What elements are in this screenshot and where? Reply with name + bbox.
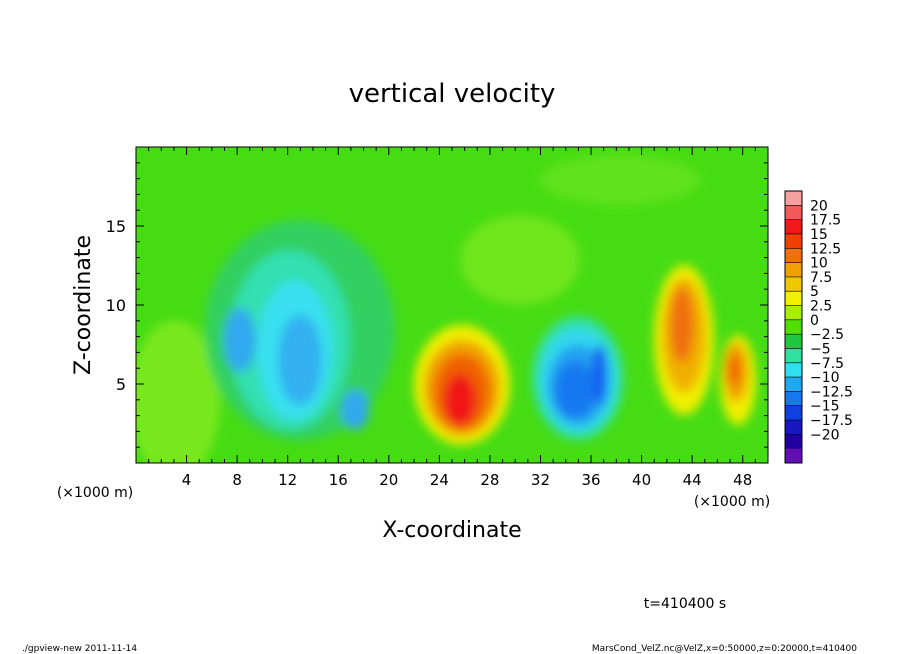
colorbar-label: −15 bbox=[810, 399, 840, 415]
colorbar-label: −12.5 bbox=[810, 384, 853, 400]
colorbar-label: 5 bbox=[810, 284, 819, 300]
x-axis-label: X-coordinate bbox=[382, 518, 521, 543]
x-tick-label: 20 bbox=[379, 471, 398, 489]
field-patch bbox=[592, 345, 608, 405]
colorbar-label: 20 bbox=[810, 198, 828, 214]
x-tick-label: 48 bbox=[733, 471, 752, 489]
x-tick-label: 12 bbox=[278, 471, 297, 489]
colorbar-label: 17.5 bbox=[810, 213, 841, 229]
colorbar-label: 15 bbox=[810, 227, 828, 243]
field-patch bbox=[555, 362, 595, 418]
field-patch bbox=[278, 315, 322, 405]
x-tick-label: 32 bbox=[531, 471, 550, 489]
x-tick-label: 16 bbox=[329, 471, 348, 489]
x-tick-label: 8 bbox=[232, 471, 242, 489]
colorbar-swatch bbox=[785, 348, 802, 364]
field-patch bbox=[540, 155, 700, 205]
x-unit-label-left: (×1000 m) bbox=[57, 485, 133, 501]
colorbar-label: −7.5 bbox=[810, 356, 844, 372]
field-patch bbox=[444, 374, 476, 426]
field-patch bbox=[460, 215, 580, 305]
x-tick-label: 24 bbox=[430, 471, 449, 489]
x-tick-label: 28 bbox=[480, 471, 499, 489]
colorbar-swatch bbox=[785, 391, 802, 407]
x-axis: 4 8 12 16 20 24 28 32 36 40 44 48 bbox=[135, 147, 769, 489]
colorbar-label: 0 bbox=[810, 313, 819, 329]
colorbar-swatch bbox=[785, 405, 802, 421]
field-patch bbox=[728, 354, 740, 386]
colorbar-label: 12.5 bbox=[810, 241, 841, 257]
x-unit-label-right: (×1000 m) bbox=[694, 494, 770, 510]
colorbar-swatch bbox=[785, 377, 802, 392]
y-tick-label: 10 bbox=[106, 296, 126, 315]
colorbar-label: −20 bbox=[810, 427, 840, 443]
colorbar-label: −2.5 bbox=[810, 327, 844, 343]
field-patch bbox=[224, 308, 256, 372]
colorbar-label: 7.5 bbox=[810, 270, 832, 286]
time-label: t=410400 s bbox=[644, 596, 726, 612]
footer-right: MarsCond_VelZ.nc@VelZ,x=0:50000,z=0:2000… bbox=[592, 644, 857, 654]
colorbar-label: −10 bbox=[810, 370, 840, 386]
field-patch bbox=[136, 320, 220, 463]
y-tick-label: 5 bbox=[116, 375, 126, 394]
colorbar-swatch bbox=[785, 262, 802, 278]
colorbar-swatch bbox=[785, 205, 802, 221]
colorbar-swatch bbox=[785, 334, 802, 349]
footer-left: ./gpview-new 2011-11-14 bbox=[22, 644, 137, 654]
y-tick-label: 15 bbox=[106, 217, 126, 236]
y-axis-label: Z-coordinate bbox=[71, 235, 96, 375]
colorbar-label: −5 bbox=[810, 341, 831, 357]
colorbar-label: −17.5 bbox=[810, 413, 853, 429]
colorbar-swatch bbox=[785, 448, 802, 464]
x-tick-label: 36 bbox=[581, 471, 600, 489]
y-axis: 5 10 15 bbox=[106, 146, 768, 464]
velocity-field bbox=[136, 155, 756, 463]
colorbar-swatch bbox=[785, 233, 802, 249]
colorbar-swatch bbox=[785, 291, 802, 307]
colorbar-swatch bbox=[785, 305, 802, 321]
chart-title: vertical velocity bbox=[349, 79, 556, 109]
x-tick-label: 4 bbox=[182, 471, 192, 489]
colorbar-label: 2.5 bbox=[810, 299, 832, 315]
colorbar-label: 10 bbox=[810, 256, 828, 272]
field-patch bbox=[341, 390, 369, 430]
x-tick-label: 40 bbox=[632, 471, 651, 489]
colorbar: 2017.51512.5107.552.50−2.5−5−7.5−10−12.5… bbox=[784, 190, 853, 464]
colorbar-swatch bbox=[785, 276, 802, 292]
colorbar-swatch bbox=[785, 219, 802, 235]
plot-area bbox=[136, 147, 768, 463]
x-tick-label: 44 bbox=[683, 471, 702, 489]
colorbar-swatch bbox=[785, 191, 802, 206]
field-patch bbox=[670, 287, 694, 363]
colorbar-frame bbox=[784, 190, 803, 464]
colorbar-swatch bbox=[785, 248, 802, 264]
colorbar-swatch bbox=[785, 362, 802, 378]
colorbar-swatch bbox=[785, 420, 802, 435]
colorbar-swatch bbox=[785, 319, 802, 335]
colorbar-swatch bbox=[785, 434, 802, 450]
